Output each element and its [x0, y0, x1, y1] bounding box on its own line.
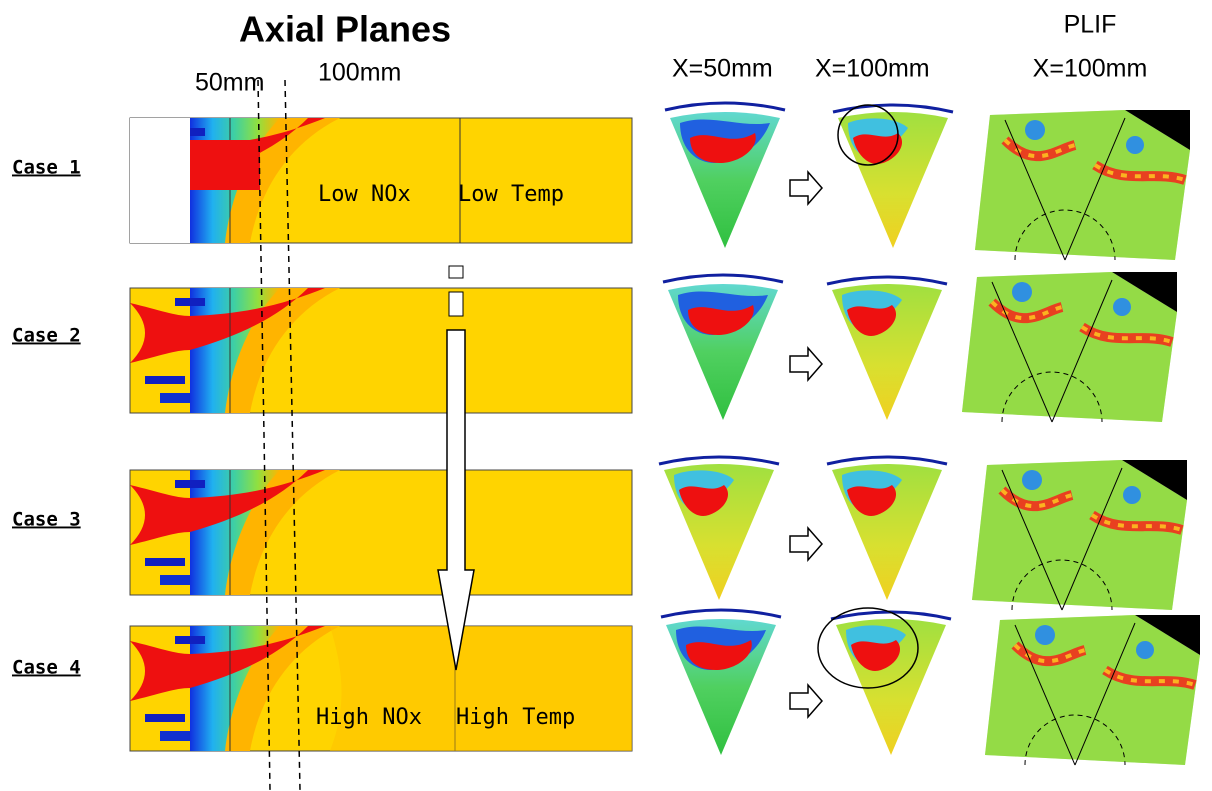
annotation: High Temp	[456, 705, 575, 730]
axial-panel	[130, 288, 632, 413]
warm-zone	[330, 626, 632, 751]
case-label: Case 2	[12, 325, 81, 347]
plif-position: X=100mm	[1033, 55, 1148, 83]
case1-mask	[130, 118, 190, 243]
axial-marker: 50mm	[195, 69, 264, 97]
case-label: Case 3	[12, 509, 81, 531]
annotation: Low Temp	[458, 182, 564, 207]
axial-panel	[130, 470, 632, 595]
plif-title: PLIF	[1064, 11, 1117, 39]
case-label: Case 1	[12, 157, 81, 179]
section-header: X=50mm	[672, 55, 773, 83]
wedges	[659, 103, 953, 755]
case1-jet	[190, 140, 260, 190]
axial-panels	[130, 118, 632, 751]
annotation: Low NOx	[318, 182, 411, 207]
case-label: Case 4	[12, 657, 81, 679]
plif-images	[962, 110, 1200, 765]
title: Axial Planes	[239, 9, 451, 50]
section-header: X=100mm	[815, 55, 930, 83]
figure: Axial Planes 50mm 100mm X=50mm X=100mm P…	[0, 0, 1212, 791]
axial-marker: 100mm	[318, 59, 401, 87]
annotation: High NOx	[316, 705, 422, 730]
